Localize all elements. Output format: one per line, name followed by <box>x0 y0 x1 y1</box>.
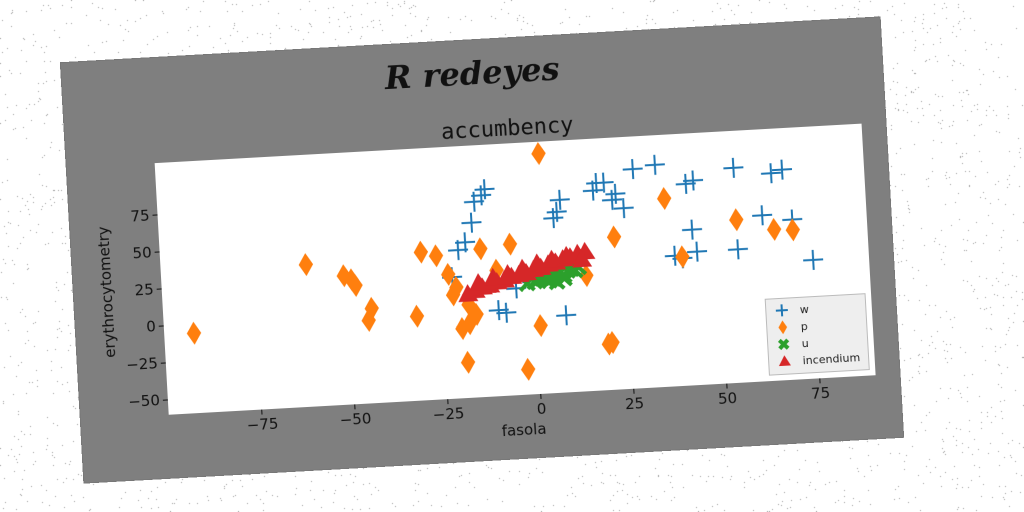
point-w <box>496 302 517 323</box>
point-incendium <box>483 267 504 286</box>
plot-area <box>154 123 876 415</box>
point-w <box>622 159 643 180</box>
legend-marker-p <box>778 320 788 335</box>
point-w <box>803 249 824 270</box>
series-p <box>186 142 801 381</box>
x-axis-label: fasola <box>501 420 547 440</box>
point-w <box>686 241 708 262</box>
legend-label-p: p <box>800 320 808 333</box>
point-w <box>549 189 570 210</box>
point-p <box>413 240 429 264</box>
series-incendium <box>458 241 596 303</box>
point-w <box>556 305 577 326</box>
point-p <box>455 317 470 341</box>
legend-marker-incendium <box>778 355 791 367</box>
point-p <box>348 274 363 298</box>
point-w <box>455 232 476 253</box>
point-w <box>682 219 703 240</box>
point-incendium <box>498 264 519 283</box>
x-tick-label: −50 <box>339 409 372 429</box>
point-incendium <box>469 273 489 292</box>
point-w <box>644 154 665 175</box>
point-p <box>298 253 314 277</box>
point-p <box>521 357 536 381</box>
point-p <box>531 142 546 166</box>
point-p <box>675 245 690 269</box>
legend-label-u: u <box>801 337 809 350</box>
point-p <box>656 187 672 210</box>
point-incendium <box>527 253 548 272</box>
point-u <box>555 269 573 288</box>
legend-marker-w <box>775 304 788 317</box>
legend-label-w: w <box>799 303 809 316</box>
point-p <box>409 304 425 328</box>
x-tick-label: 25 <box>625 394 645 413</box>
point-w <box>771 159 793 180</box>
point-incendium <box>512 258 533 277</box>
point-incendium <box>572 249 593 268</box>
point-p <box>502 232 518 256</box>
point-p <box>766 217 782 241</box>
point-w <box>546 201 567 222</box>
data-marks <box>186 142 824 381</box>
legend-box <box>764 293 870 376</box>
point-p <box>445 283 461 307</box>
point-incendium <box>542 249 563 268</box>
x-tick-label: 50 <box>718 389 738 408</box>
scatter-plot: accumbency −75 −50 −25 0 25 50 75 −50 −25 0 25 50 7… <box>94 113 876 440</box>
y-tick-label: −50 <box>128 391 161 411</box>
legend-label-incendium: incendium <box>802 351 860 367</box>
x-tick-label: −75 <box>246 415 279 435</box>
point-p <box>462 312 477 336</box>
y-axis-ticks: −50 −25 0 25 50 75 <box>126 206 168 411</box>
y-tick-label: 25 <box>134 280 154 299</box>
point-p <box>533 314 548 338</box>
point-p <box>489 258 504 282</box>
point-p <box>469 302 484 326</box>
point-w <box>461 212 482 233</box>
point-p <box>605 330 620 354</box>
x-tick-label: −25 <box>432 404 465 424</box>
point-incendium <box>557 245 578 264</box>
point-w <box>613 198 634 219</box>
chart-figure: R redeyes accumbency −75 −50 −25 0 25 50 75 −5… <box>60 17 904 483</box>
point-p <box>460 350 476 374</box>
point-p <box>606 225 622 249</box>
plot-title: accumbency <box>440 113 574 145</box>
point-w <box>723 157 744 178</box>
point-w <box>593 172 614 193</box>
point-p <box>364 296 379 320</box>
x-tick-label: 75 <box>811 384 831 403</box>
point-p <box>361 308 376 332</box>
point-p <box>473 237 488 261</box>
point-w <box>683 170 704 191</box>
point-p <box>785 218 801 242</box>
point-p <box>441 262 456 286</box>
y-tick-label: 0 <box>146 317 157 336</box>
y-axis-label: erythrocytometry <box>94 226 119 359</box>
point-w <box>605 183 626 204</box>
point-w <box>752 205 773 226</box>
y-tick-label: −25 <box>126 354 159 374</box>
y-tick-label: 50 <box>132 243 152 262</box>
point-p <box>186 321 202 345</box>
point-w <box>727 239 748 260</box>
point-p <box>729 208 744 232</box>
point-p <box>428 244 444 268</box>
legend-marker-u <box>777 338 790 351</box>
y-tick-label: 75 <box>130 206 150 225</box>
point-p <box>449 275 464 299</box>
point-w <box>474 179 495 200</box>
x-axis-ticks: −75 −50 −25 0 25 50 75 <box>246 378 831 435</box>
x-tick-label: 0 <box>536 400 547 419</box>
point-w <box>760 163 782 184</box>
